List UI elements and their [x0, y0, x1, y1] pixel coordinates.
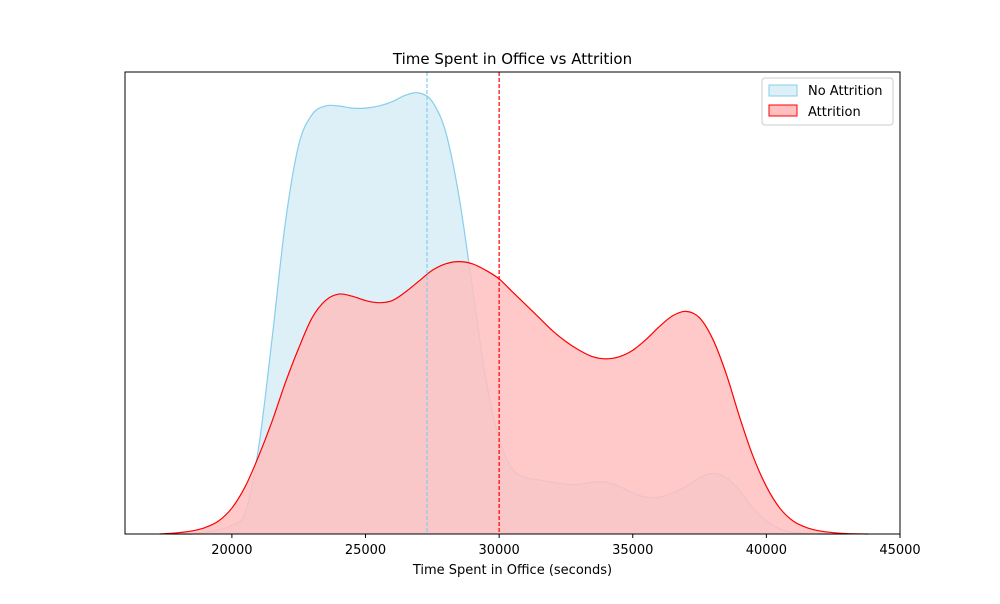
density-area-attrition [159, 261, 868, 534]
x-tick-label: 40000 [746, 543, 787, 558]
chart-title: Time Spent in Office vs Attrition [392, 50, 632, 68]
x-tick-label: 20000 [211, 543, 252, 558]
legend-label-attrition: Attrition [808, 105, 861, 120]
legend-label-no-attrition: No Attrition [808, 84, 883, 99]
legend: No Attrition Attrition [761, 77, 894, 126]
x-tick-label: 35000 [612, 543, 653, 558]
plot-layer [159, 72, 868, 535]
density-line-attrition [159, 261, 868, 535]
x-axis: 20000 25000 30000 35000 40000 45000 [211, 534, 921, 558]
legend-swatch-no-attrition [768, 84, 798, 97]
legend-swatch-attrition [768, 104, 798, 117]
plot-frame [124, 71, 901, 535]
x-axis-label: Time Spent in Office (seconds) [412, 563, 612, 578]
x-tick-label: 25000 [345, 543, 386, 558]
x-tick-label: 45000 [879, 543, 920, 558]
x-tick-label: 30000 [478, 543, 519, 558]
